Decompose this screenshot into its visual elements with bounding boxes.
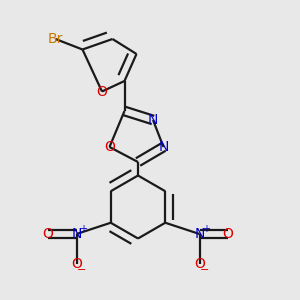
Text: N: N: [158, 140, 169, 154]
Text: O: O: [71, 257, 82, 271]
Text: N: N: [71, 227, 82, 241]
Text: −: −: [200, 265, 210, 275]
Text: −: −: [77, 265, 87, 275]
Text: O: O: [223, 227, 233, 241]
Text: N: N: [148, 113, 158, 127]
Text: N: N: [194, 227, 205, 241]
Text: +: +: [79, 224, 87, 234]
Text: O: O: [97, 85, 107, 98]
Text: O: O: [194, 257, 205, 271]
Text: O: O: [104, 140, 115, 154]
Text: +: +: [202, 224, 210, 234]
Text: O: O: [43, 227, 53, 241]
Text: Br: Br: [48, 32, 63, 46]
